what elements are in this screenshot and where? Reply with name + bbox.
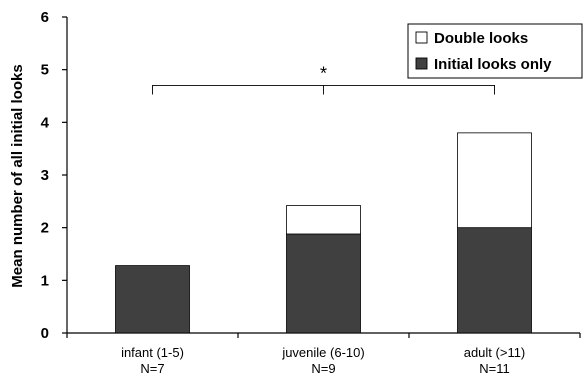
bar-segment-double-looks: [286, 205, 361, 235]
bar-segment-initial-looks-only: [457, 227, 532, 334]
y-tick-label: 4: [41, 114, 50, 131]
y-tick-label: 3: [41, 167, 49, 184]
x-category-label: juvenile (6-10): [281, 345, 364, 360]
y-tick-label: 0: [41, 325, 49, 342]
x-axis: infant (1-5)N=7 juvenile (6-10)N=9 adult (…: [66, 332, 581, 376]
x-category-count: N=9: [311, 361, 335, 376]
legend-label: Initial looks only: [434, 56, 552, 73]
y-tick-label: 5: [41, 62, 49, 79]
legend-swatch-initial-looks-only: [415, 57, 428, 70]
y-tick-label: 2: [41, 220, 49, 237]
x-category-label: infant (1-5): [121, 345, 184, 360]
y-axis: 0 1 2 3 4 5 6: [41, 9, 68, 342]
bar-segment-initial-looks-only: [115, 265, 190, 334]
legend: Double looks Initial looks only: [407, 23, 583, 79]
x-category-count: N=11: [479, 361, 509, 376]
y-tick-label: 1: [41, 272, 49, 289]
legend-swatch-double-looks: [415, 31, 428, 44]
bar-segment-double-looks: [457, 132, 532, 229]
significance-star: *: [320, 63, 327, 83]
legend-box: [407, 23, 583, 79]
y-axis-title: Mean number of all initial looks: [9, 64, 26, 287]
legend-label: Double looks: [434, 30, 528, 47]
bars: [115, 132, 532, 334]
bar-segment-initial-looks-only: [286, 233, 361, 334]
x-category-count: N=7: [140, 361, 164, 376]
y-tick-label: 6: [41, 9, 49, 26]
x-category-label: adult (>11): [464, 345, 526, 360]
significance-annotation: *: [152, 63, 495, 95]
